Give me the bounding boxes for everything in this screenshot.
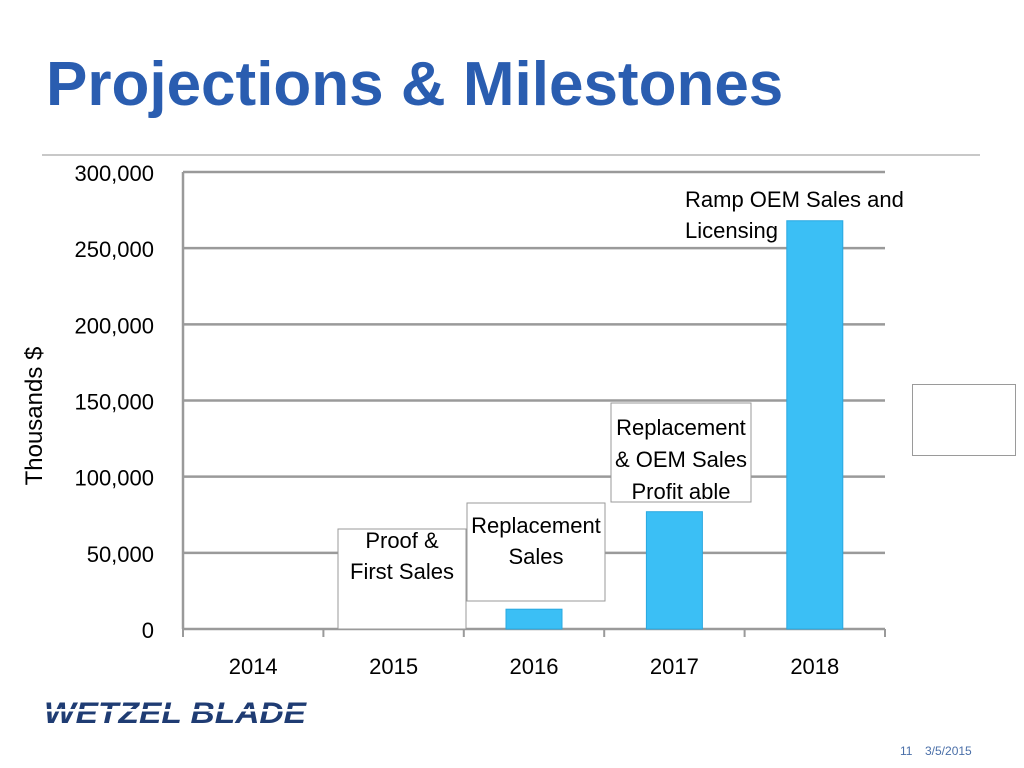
title-divider bbox=[42, 154, 980, 156]
annotation-label: Replacement bbox=[616, 415, 746, 440]
annotation-label: Profit able bbox=[631, 479, 730, 504]
y-tick-label: 200,000 bbox=[74, 313, 154, 338]
x-tick-label: 2016 bbox=[510, 654, 559, 679]
annotation-box-2015 bbox=[337, 528, 467, 630]
y-tick-label: 300,000 bbox=[74, 161, 154, 186]
annotation-box-2017 bbox=[610, 402, 752, 503]
bar-2016 bbox=[505, 608, 563, 630]
x-tick-label: 2017 bbox=[650, 654, 699, 679]
annotation-label: Proof & bbox=[365, 528, 439, 553]
annotation-box-2016 bbox=[466, 502, 606, 602]
slide-title: Projections & Milestones bbox=[46, 50, 784, 119]
wetzel-blade-logo: WETZEL BLADE bbox=[44, 697, 307, 728]
annotation-label: First Sales bbox=[350, 559, 454, 584]
annotation-label: & OEM Sales bbox=[615, 447, 747, 472]
bar-2017 bbox=[645, 511, 703, 630]
annotation-label: Licensing bbox=[685, 218, 778, 243]
y-tick-label: 100,000 bbox=[74, 466, 154, 491]
x-tick-label: 2014 bbox=[229, 654, 278, 679]
slide-date: 3/5/2015 bbox=[925, 744, 972, 758]
annotation-label: Ramp OEM Sales and bbox=[685, 187, 904, 212]
empty-text-box bbox=[912, 384, 1016, 456]
annotation-label: Replacement bbox=[471, 513, 601, 538]
y-tick-label: 150,000 bbox=[74, 390, 154, 415]
y-tick-label: 50,000 bbox=[87, 542, 154, 567]
svg-text:WETZEL BLADE: WETZEL BLADE bbox=[44, 697, 307, 728]
y-tick-label: 250,000 bbox=[74, 237, 154, 262]
annotation-label: Sales bbox=[508, 544, 563, 569]
page-number: 11 bbox=[900, 744, 913, 758]
x-tick-label: 2018 bbox=[790, 654, 839, 679]
y-tick-label: 0 bbox=[142, 618, 154, 643]
x-tick-label: 2015 bbox=[369, 654, 418, 679]
bar-2018 bbox=[786, 220, 844, 630]
